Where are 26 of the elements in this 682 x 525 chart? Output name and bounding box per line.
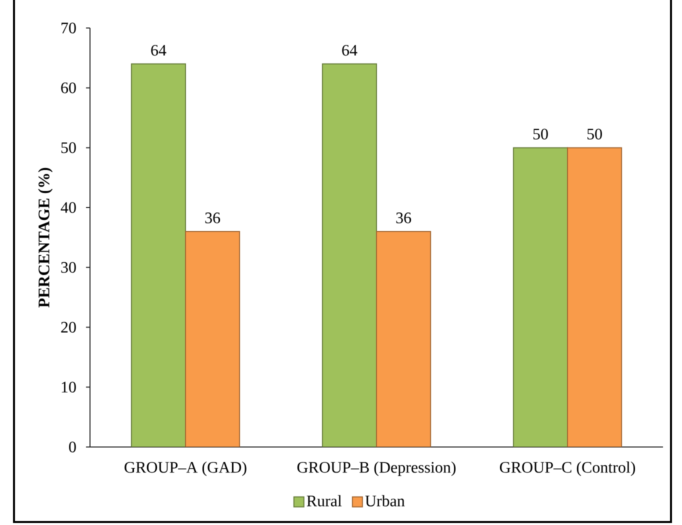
y-tick-label: 30 [61, 262, 76, 273]
y-tick-label: 50 [61, 142, 76, 154]
y-tick-label: 70 [62, 22, 76, 34]
bar [185, 231, 240, 447]
y-tick-label: 20 [61, 322, 76, 333]
bar [322, 63, 378, 447]
data-label: 50 [533, 128, 548, 140]
legend-label: Rural [306, 495, 342, 506]
bar [512, 147, 568, 447]
legend-label: Urban [365, 495, 405, 506]
data-label: 64 [342, 44, 358, 56]
bar [130, 63, 186, 447]
y-tick-label: 10 [62, 382, 76, 393]
bar [376, 231, 432, 447]
data-label: 36 [205, 212, 220, 224]
y-axis-title: PERCENTAGE (%) [38, 168, 53, 308]
y-tick-label: 40 [60, 202, 76, 213]
x-tick-label: GROUP–B (Depression) [297, 462, 456, 476]
data-label: 50 [587, 128, 602, 140]
x-tick-label: GROUP–C (Control) [500, 462, 636, 476]
y-tick-label: 60 [61, 82, 76, 94]
bar [567, 147, 622, 447]
data-label: 36 [396, 212, 412, 224]
x-tick-label: GROUP–A (GAD) [124, 462, 246, 476]
y-tick-label: 0 [69, 442, 76, 452]
data-label: 64 [151, 44, 166, 56]
